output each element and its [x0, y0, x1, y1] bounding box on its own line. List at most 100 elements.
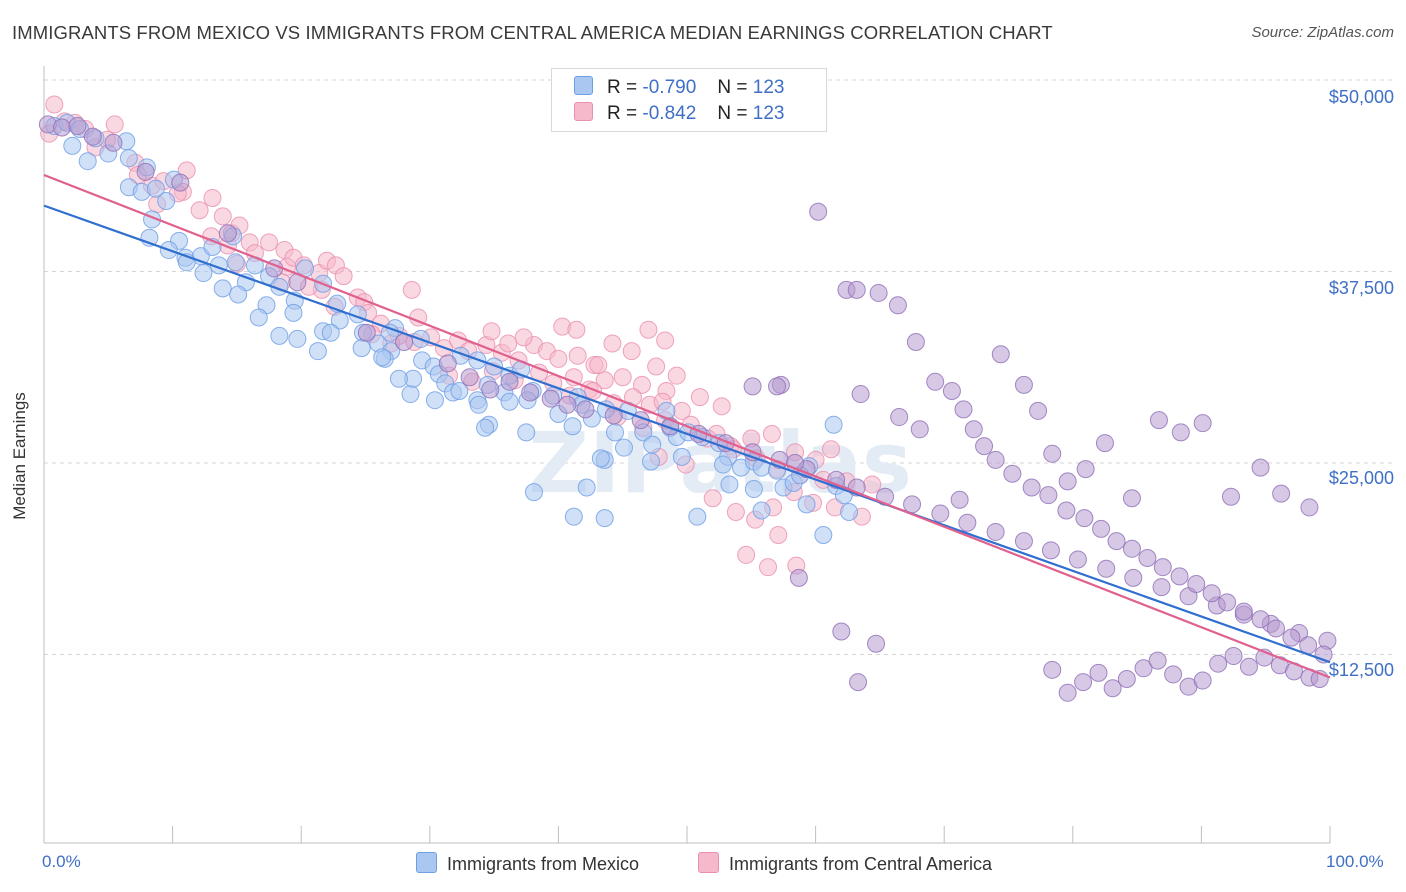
point-overlap — [827, 470, 846, 489]
stats-n-value: 123 — [752, 77, 785, 98]
point-central-america — [863, 475, 882, 494]
point-overlap — [906, 332, 925, 351]
point-mexico — [672, 447, 691, 466]
point-overlap — [986, 522, 1005, 541]
point-overlap — [1043, 444, 1062, 463]
point-central-america — [105, 115, 124, 134]
stats-n-label: N = — [717, 77, 748, 98]
point-mexico — [577, 478, 596, 497]
point-overlap — [1193, 414, 1212, 433]
point-overlap — [926, 372, 945, 391]
point-overlap — [869, 283, 888, 302]
point-overlap — [1092, 519, 1111, 538]
x-tick-label-min: 0.0% — [42, 852, 81, 871]
trendline-mexico — [43, 204, 1331, 664]
point-overlap — [986, 450, 1005, 469]
legend-item-mexico[interactable]: Immigrants from Mexico — [416, 852, 639, 875]
point-overlap — [958, 513, 977, 532]
point-overlap — [1153, 558, 1172, 577]
point-central-america — [762, 424, 781, 443]
source-label: Source: ZipAtlas.com — [1251, 24, 1394, 41]
point-mexico — [226, 253, 245, 272]
point-overlap — [1003, 464, 1022, 483]
point-mexico — [469, 395, 488, 414]
point-overlap — [888, 296, 907, 315]
point-mexico — [450, 381, 469, 400]
point-overlap — [521, 383, 540, 402]
point-overlap — [1251, 458, 1270, 477]
point-overlap — [1251, 610, 1270, 629]
point-central-america — [549, 349, 568, 368]
legend-label-central-america: Immigrants from Central America — [729, 854, 993, 874]
point-overlap — [975, 437, 994, 456]
point-central-america — [213, 207, 232, 226]
point-mexico — [270, 326, 289, 345]
point-central-america — [822, 440, 841, 459]
point-central-america — [726, 503, 745, 522]
point-overlap — [809, 202, 828, 221]
point-mexico — [744, 480, 763, 499]
point-mexico — [563, 417, 582, 436]
point-overlap — [1014, 532, 1033, 551]
point-overlap — [1148, 651, 1167, 670]
point-overlap — [1282, 628, 1301, 647]
point-central-america — [622, 342, 641, 361]
point-overlap — [1300, 498, 1319, 517]
legend-swatch-central-america — [698, 852, 719, 873]
stats-r-label: R = — [607, 77, 638, 98]
point-overlap — [218, 224, 237, 243]
y-tick-label-50000: $50,000 — [1328, 87, 1394, 107]
point-overlap — [53, 118, 72, 137]
point-mexico — [63, 136, 82, 155]
point-overlap — [964, 420, 983, 439]
point-mexico — [213, 279, 232, 298]
chart-title: IMMIGRANTS FROM MEXICO VS IMMIGRANTS FRO… — [12, 22, 1053, 43]
point-overlap — [558, 395, 577, 414]
stats-r-value: -0.842 — [642, 103, 697, 124]
point-mexico — [564, 507, 583, 526]
point-overlap — [1224, 647, 1243, 666]
point-overlap — [789, 568, 808, 587]
point-mexico — [500, 392, 519, 411]
point-overlap — [1122, 539, 1141, 558]
point-mexico — [797, 495, 816, 514]
point-mexico — [595, 509, 614, 528]
point-central-america — [595, 371, 614, 390]
point-central-america — [190, 201, 209, 220]
point-overlap — [481, 380, 500, 399]
point-overlap — [500, 372, 519, 391]
point-overlap — [1266, 619, 1285, 638]
point-central-america — [737, 545, 756, 564]
point-mexico — [840, 503, 859, 522]
point-mexico — [78, 152, 97, 171]
point-overlap — [460, 368, 479, 387]
point-overlap — [1074, 673, 1093, 692]
point-mexico — [714, 455, 733, 474]
point-overlap — [1039, 486, 1058, 505]
point-overlap — [903, 495, 922, 514]
trendline-central-america — [43, 173, 1331, 679]
point-mexico — [614, 438, 633, 457]
point-mexico — [605, 423, 624, 442]
stats-n-value: 123 — [752, 103, 785, 124]
legend-item-central-america[interactable]: Immigrants from Central America — [698, 852, 992, 875]
point-central-america — [499, 334, 518, 353]
point-overlap — [1058, 472, 1077, 491]
point-overlap — [1170, 567, 1189, 586]
point-overlap — [1171, 423, 1190, 442]
point-mexico — [194, 264, 213, 283]
point-mexico — [389, 369, 408, 388]
point-mexico — [476, 418, 495, 437]
point-central-america — [603, 334, 622, 353]
point-overlap — [867, 634, 886, 653]
point-mexico — [401, 385, 420, 404]
point-overlap — [171, 173, 190, 192]
point-overlap — [1057, 501, 1076, 520]
point-overlap — [1029, 401, 1048, 420]
point-central-america — [260, 233, 279, 252]
point-mexico — [720, 475, 739, 494]
point-overlap — [1149, 411, 1168, 430]
point-overlap — [1272, 484, 1291, 503]
point-overlap — [1068, 550, 1087, 569]
